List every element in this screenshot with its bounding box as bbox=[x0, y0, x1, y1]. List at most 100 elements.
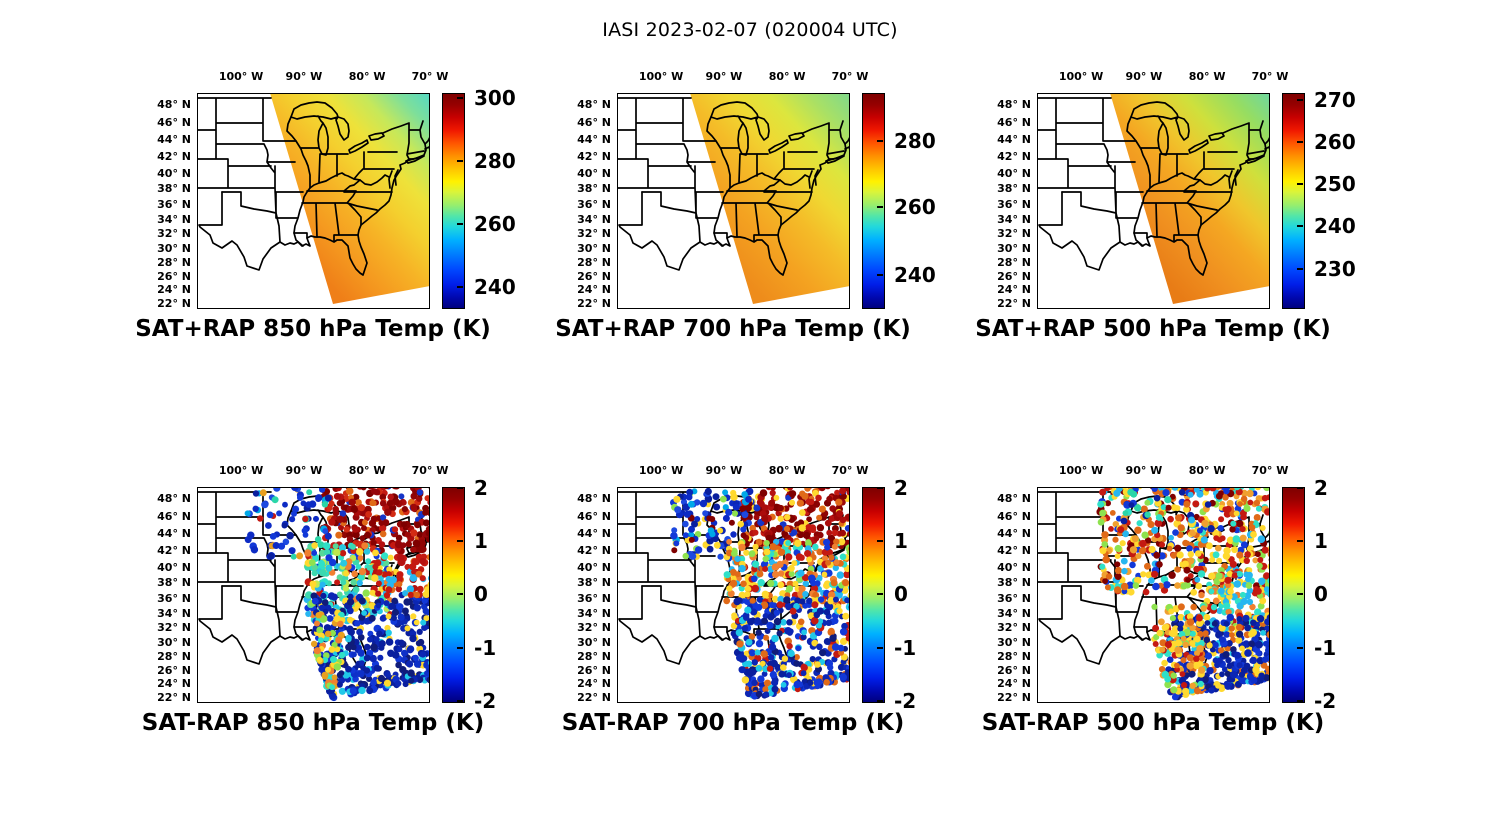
colorbar-tick-label: 2 bbox=[1314, 476, 1328, 501]
colorbar bbox=[862, 93, 885, 309]
lat-tick-label: 28° N bbox=[577, 255, 611, 269]
panel-sat-plus-rap-500: 100° W 90° W 80° W 70° W 48° N 46° N 44° N 42°… bbox=[975, 60, 1370, 360]
map-sat-minus-rap-850 bbox=[197, 487, 430, 703]
panel-title: SAT+RAP 700 hPa Temp (K) bbox=[555, 316, 911, 342]
lon-tick-label: 100° W bbox=[1058, 464, 1104, 477]
lat-tick-label: 42° N bbox=[577, 150, 611, 164]
lon-tick-label: 70° W bbox=[831, 70, 869, 83]
panel-title: SAT-RAP 850 hPa Temp (K) bbox=[141, 710, 485, 736]
lat-tick-label: 32° N bbox=[157, 621, 191, 635]
map-border bbox=[197, 93, 430, 309]
colorbar-tick-mark bbox=[1297, 268, 1303, 271]
lat-tick-label: 46° N bbox=[997, 510, 1031, 524]
lon-tick-label: 100° W bbox=[1058, 70, 1104, 83]
lat-tick-label: 44° N bbox=[997, 133, 1031, 147]
lat-tick-label: 44° N bbox=[997, 527, 1031, 541]
colorbar-tick-mark bbox=[877, 699, 883, 702]
lat-tick-label: 26° N bbox=[157, 269, 191, 283]
panel-title: SAT+RAP 500 hPa Temp (K) bbox=[975, 316, 1331, 342]
lat-tick-label: 22° N bbox=[997, 690, 1031, 704]
panel-title: SAT-RAP 700 hPa Temp (K) bbox=[561, 710, 905, 736]
lat-tick-label: 38° N bbox=[577, 576, 611, 590]
lat-tick-label: 26° N bbox=[577, 269, 611, 283]
lat-tick-label: 24° N bbox=[157, 283, 191, 297]
lat-tick-label: 48° N bbox=[577, 492, 611, 506]
colorbar-tick-label: 270 bbox=[1314, 88, 1356, 113]
lat-tick-label: 28° N bbox=[577, 649, 611, 663]
lon-tick-label: 70° W bbox=[1251, 464, 1289, 477]
map-border bbox=[617, 93, 850, 309]
lon-tick-label: 70° W bbox=[411, 70, 449, 83]
colorbar-tick-mark bbox=[877, 487, 883, 490]
lat-tick-label: 28° N bbox=[997, 255, 1031, 269]
lat-tick-label: 42° N bbox=[157, 544, 191, 558]
lat-tick-label: 40° N bbox=[577, 560, 611, 574]
colorbar-tick-label: -2 bbox=[474, 688, 497, 713]
panel-sat-plus-rap-700: 100° W 90° W 80° W 70° W 48° N 46° N 44° N 42°… bbox=[555, 60, 950, 360]
colorbar-tick-label: -1 bbox=[474, 636, 497, 661]
lat-tick-label: 34° N bbox=[997, 212, 1031, 226]
colorbar-tick-label: -2 bbox=[1314, 688, 1337, 713]
scatter-layer bbox=[1096, 487, 1270, 701]
colorbar-tick-mark bbox=[457, 540, 463, 542]
colorbar-tick-label: 280 bbox=[894, 129, 936, 154]
lat-tick-label: 38° N bbox=[997, 576, 1031, 590]
lat-tick-label: 32° N bbox=[577, 621, 611, 635]
lat-tick-label: 38° N bbox=[157, 576, 191, 590]
lat-tick-label: 34° N bbox=[577, 606, 611, 620]
colorbar-tick-label: 2 bbox=[474, 476, 488, 501]
lat-tick-label: 32° N bbox=[577, 227, 611, 241]
map-border bbox=[197, 487, 430, 703]
lon-tick-label: 90° W bbox=[1125, 464, 1163, 477]
colorbar-tick-label: 1 bbox=[1314, 529, 1328, 553]
lat-tick-label: 34° N bbox=[997, 606, 1031, 620]
lat-tick-label: 40° N bbox=[997, 166, 1031, 180]
lat-tick-label: 30° N bbox=[997, 635, 1031, 649]
colorbar-tick-mark bbox=[1297, 592, 1303, 595]
panel-title: SAT+RAP 850 hPa Temp (K) bbox=[135, 316, 491, 342]
colorbar-tick-mark bbox=[877, 540, 883, 542]
panel-sat-minus-rap-700: 100° W 90° W 80° W 70° W 48° N 46° N 44° N 42°… bbox=[555, 454, 950, 754]
lat-tick-label: 22° N bbox=[577, 296, 611, 310]
lat-tick-label: 36° N bbox=[157, 591, 191, 605]
lon-tick-label: 90° W bbox=[705, 464, 743, 477]
colorbar-tick-label: 260 bbox=[894, 195, 936, 220]
colorbar-tick-label: 230 bbox=[1314, 257, 1356, 282]
lat-tick-label: 24° N bbox=[577, 677, 611, 691]
colorbar-tick-label: 0 bbox=[1314, 581, 1328, 606]
colorbar-tick-label: 240 bbox=[1314, 214, 1356, 239]
lat-tick-label: 22° N bbox=[577, 690, 611, 704]
lon-tick-label: 100° W bbox=[638, 464, 684, 477]
lat-tick-label: 28° N bbox=[157, 649, 191, 663]
figure-title: IASI 2023-02-07 (020004 UTC) bbox=[602, 18, 898, 41]
lat-tick-label: 30° N bbox=[157, 241, 191, 255]
lon-tick-label: 70° W bbox=[411, 464, 449, 477]
colorbar-tick-mark bbox=[457, 699, 463, 702]
map-sat-plus-rap-500 bbox=[1037, 93, 1270, 309]
lat-tick-label: 42° N bbox=[997, 150, 1031, 164]
map-sat-minus-rap-700 bbox=[617, 487, 850, 703]
colorbar-tick-mark bbox=[457, 222, 463, 225]
colorbar-tick-mark bbox=[1297, 487, 1303, 490]
lat-tick-label: 40° N bbox=[157, 166, 191, 180]
lon-tick-label: 90° W bbox=[285, 464, 323, 477]
colorbar-tick-mark bbox=[1297, 540, 1303, 542]
lat-tick-label: 26° N bbox=[997, 663, 1031, 677]
lon-tick-label: 80° W bbox=[768, 464, 806, 477]
lat-tick-label: 32° N bbox=[157, 227, 191, 241]
lat-tick-label: 24° N bbox=[157, 677, 191, 691]
colorbar-tick-label: -2 bbox=[894, 688, 917, 713]
lat-tick-label: 26° N bbox=[157, 663, 191, 677]
colorbar bbox=[862, 487, 885, 703]
lon-tick-label: 90° W bbox=[705, 70, 743, 83]
lat-tick-label: 22° N bbox=[997, 296, 1031, 310]
lon-tick-label: 80° W bbox=[348, 464, 386, 477]
lon-tick-label: 70° W bbox=[831, 464, 869, 477]
panel-title: SAT-RAP 500 hPa Temp (K) bbox=[981, 710, 1325, 736]
lat-tick-label: 40° N bbox=[577, 166, 611, 180]
lat-tick-label: 36° N bbox=[997, 197, 1031, 211]
colorbar-tick-mark bbox=[1297, 699, 1303, 702]
colorbar-tick-label: 2 bbox=[894, 476, 908, 501]
lon-tick-label: 90° W bbox=[285, 70, 323, 83]
lat-tick-label: 38° N bbox=[997, 182, 1031, 196]
